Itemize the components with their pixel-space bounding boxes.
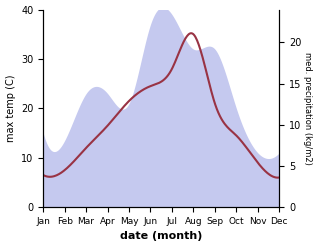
- Y-axis label: max temp (C): max temp (C): [5, 75, 16, 142]
- X-axis label: date (month): date (month): [120, 231, 203, 242]
- Y-axis label: med. precipitation (kg/m2): med. precipitation (kg/m2): [303, 52, 313, 165]
